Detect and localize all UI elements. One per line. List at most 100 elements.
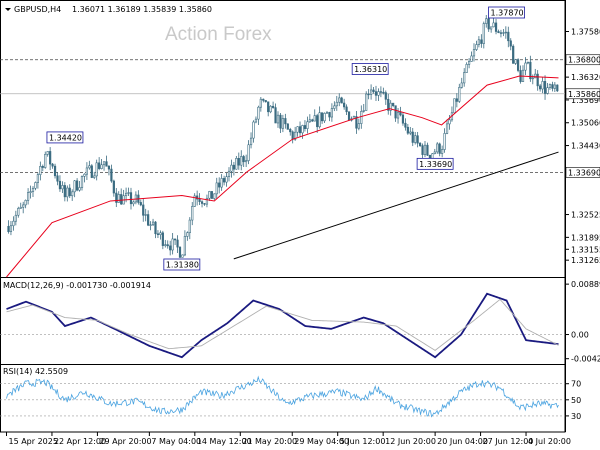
candle-body xyxy=(176,239,179,248)
ascending-trendline xyxy=(233,151,559,260)
ohlc-values: 1.36071 1.36189 1.35839 1.35860 xyxy=(72,5,212,14)
time-tick-label: 4 Jul 20:00 xyxy=(528,437,571,446)
candle-body xyxy=(514,59,517,64)
candle-body xyxy=(414,135,417,143)
candle-body xyxy=(183,236,186,256)
candle-body xyxy=(31,187,35,192)
dropdown-triangle-icon[interactable] xyxy=(5,8,11,11)
candle-body xyxy=(254,118,258,123)
candle-body xyxy=(526,61,529,64)
candle-body xyxy=(44,154,47,168)
candle-body xyxy=(556,84,559,92)
candle-body xyxy=(9,225,13,232)
symbol-timeframe: GBPUSD,H4 xyxy=(14,5,61,14)
candle-body xyxy=(220,178,223,188)
candle-body xyxy=(343,102,346,108)
candle-body xyxy=(318,112,321,128)
candle-body xyxy=(448,119,451,125)
candle-body xyxy=(534,73,537,79)
candle-body xyxy=(271,105,275,108)
annotation-label: 1.36310 xyxy=(354,65,387,74)
candle-body xyxy=(404,122,407,128)
candle-body xyxy=(301,125,304,134)
candle-body xyxy=(95,162,98,177)
price-tick-label: 1.34430 xyxy=(571,142,600,151)
macd-tick-label: 0.00 xyxy=(571,331,589,340)
candle-body xyxy=(215,182,218,195)
plot-border xyxy=(0,0,566,433)
candle-body xyxy=(516,59,520,71)
candle-body xyxy=(46,151,49,155)
candle-body xyxy=(208,191,211,199)
candle-body xyxy=(235,158,238,170)
candle-body xyxy=(499,32,503,34)
candle-body xyxy=(325,112,329,114)
candle-body xyxy=(85,167,88,175)
candle-body xyxy=(178,246,182,258)
candle-body xyxy=(411,131,414,143)
candle-body xyxy=(333,105,336,109)
candle-body xyxy=(453,98,456,114)
price-tick-label: 1.33155 xyxy=(571,245,600,254)
candle-body xyxy=(465,64,468,73)
candle-body xyxy=(441,149,444,154)
candles xyxy=(7,14,559,258)
candle-body xyxy=(100,164,103,169)
macd-main-line xyxy=(6,292,559,359)
candle-body xyxy=(144,214,147,216)
candle-body xyxy=(218,182,221,188)
macd-title: MACD(12,26,9) -0.001730 -0.001914 xyxy=(3,281,151,290)
candle-body xyxy=(227,170,231,177)
candle-body xyxy=(303,125,307,129)
candle-body xyxy=(245,160,248,163)
candle-body xyxy=(98,162,101,169)
candle-body xyxy=(409,131,412,134)
candle-body xyxy=(487,18,490,30)
candle-body xyxy=(78,187,81,191)
annotation-box xyxy=(416,157,454,170)
candle-body xyxy=(24,199,27,206)
candle-body xyxy=(392,102,395,107)
candle-body xyxy=(399,111,402,116)
price-tick-label: 1.31265 xyxy=(571,256,600,265)
candle-body xyxy=(34,182,37,189)
candle-body xyxy=(142,204,145,216)
candle-body xyxy=(171,238,174,251)
candle-body xyxy=(372,89,375,92)
candle-body xyxy=(41,166,44,168)
candle-body xyxy=(382,91,385,94)
candle-body xyxy=(377,91,380,96)
candle-body xyxy=(181,254,184,258)
candle-body xyxy=(173,238,177,241)
candle-body xyxy=(213,193,216,199)
candle-body xyxy=(88,165,91,169)
candle-body xyxy=(320,112,324,122)
macd-signal-line xyxy=(6,298,559,351)
candle-body xyxy=(147,214,150,226)
candle-body xyxy=(124,192,128,197)
candle-body xyxy=(198,198,201,202)
rsi-tick-label: 50 xyxy=(571,396,581,405)
candle-body xyxy=(335,101,338,107)
annotation-box xyxy=(351,63,389,75)
time-tick-label: 21 May 20:00 xyxy=(242,437,297,446)
candle-body xyxy=(39,166,42,175)
candle-body xyxy=(274,107,277,124)
candle-body xyxy=(225,176,228,183)
candle-body xyxy=(470,55,473,62)
candle-body xyxy=(507,31,510,42)
candle-body xyxy=(443,133,446,150)
candle-body xyxy=(367,93,370,96)
candle-body xyxy=(284,118,287,125)
candle-body xyxy=(494,22,498,32)
candle-body xyxy=(539,85,542,90)
candle-body xyxy=(80,176,84,188)
candle-body xyxy=(467,61,471,65)
time-tick-label: 15 Apr 2025 xyxy=(8,437,57,446)
candle-body xyxy=(460,82,463,88)
candle-body xyxy=(463,72,466,84)
candle-body xyxy=(61,185,64,190)
candle-body xyxy=(355,116,358,129)
candle-body xyxy=(240,156,243,166)
time-tick-label: 7 May 04:00 xyxy=(151,437,201,446)
